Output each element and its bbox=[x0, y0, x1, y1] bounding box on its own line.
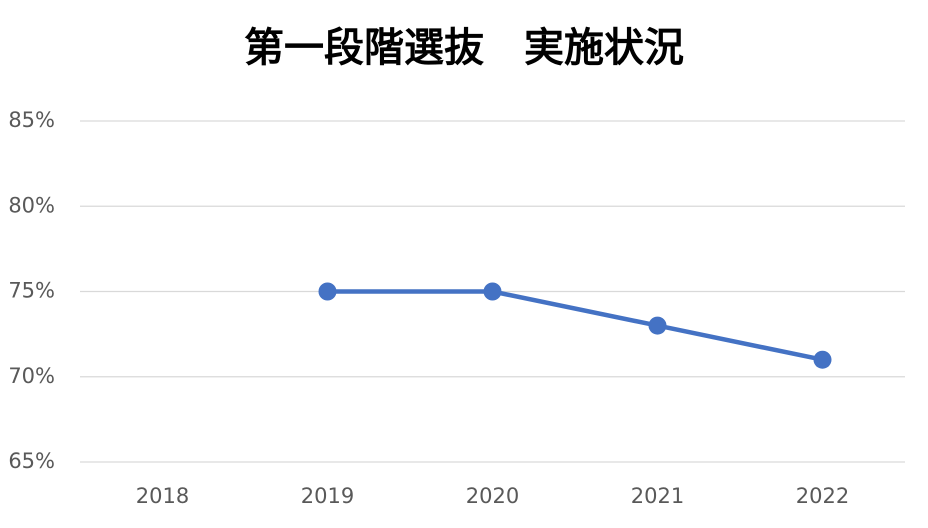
data-point bbox=[813, 350, 832, 369]
data-point bbox=[318, 282, 337, 301]
x-tick-label: 2020 bbox=[466, 484, 519, 508]
x-tick-label: 2022 bbox=[796, 484, 849, 508]
series-line bbox=[327, 289, 823, 362]
x-tick-label: 2018 bbox=[136, 484, 189, 508]
x-tick-label: 2021 bbox=[631, 484, 684, 508]
y-tick-label: 80% bbox=[8, 193, 55, 217]
y-tick-label: 75% bbox=[8, 279, 55, 303]
chart-title: 第一段階選抜 実施状況 bbox=[244, 25, 684, 71]
data-point bbox=[648, 316, 667, 335]
data-point bbox=[483, 282, 502, 301]
y-tick-label: 65% bbox=[8, 449, 55, 473]
x-tick-label: 2019 bbox=[301, 484, 354, 508]
y-tick-label: 85% bbox=[8, 108, 55, 132]
y-tick-label: 70% bbox=[8, 364, 55, 388]
